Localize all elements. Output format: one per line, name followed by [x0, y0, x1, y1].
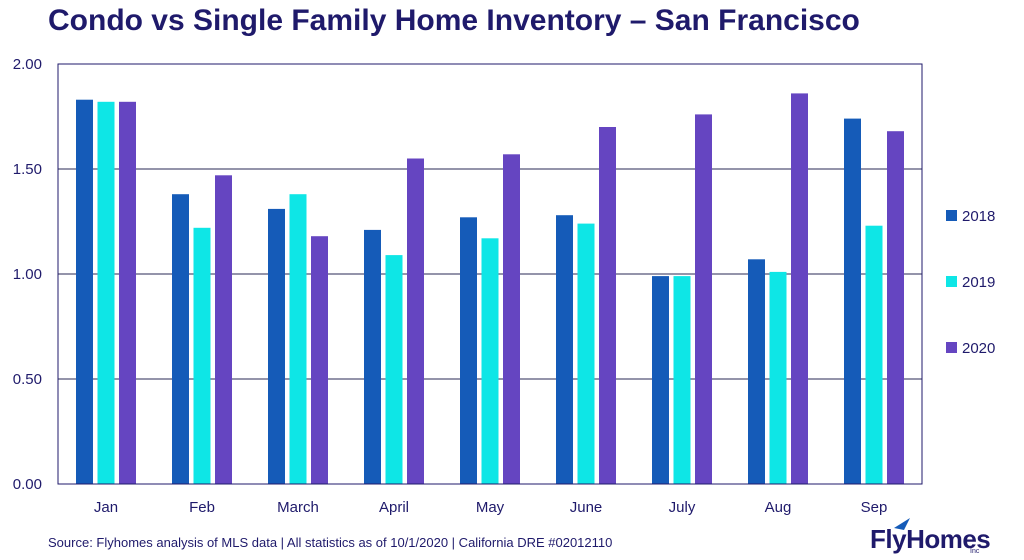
- bar-2018-May: [460, 217, 477, 485]
- legend-swatch-2019: [946, 276, 957, 287]
- bar-2019-Sep: [865, 225, 883, 484]
- bar-2018-Sep: [844, 118, 861, 484]
- bar-2019-Jan: [97, 101, 115, 485]
- bar-2020-Aug: [791, 93, 808, 485]
- bar-2018-Feb: [172, 194, 189, 484]
- bar-2019-April: [385, 255, 403, 484]
- bar-2019-March: [289, 194, 307, 484]
- legend-label-2018: 2018: [962, 208, 995, 225]
- flyhomes-logo: FlyHomes Inc: [870, 518, 1000, 556]
- x-tick-label: Jan: [94, 499, 118, 516]
- x-tick-label: March: [277, 499, 319, 516]
- plot-frame: [57, 63, 923, 485]
- legend: 2018 2019 2020: [946, 208, 995, 357]
- bar-2018-June: [556, 215, 573, 484]
- source-note: Source: Flyhomes analysis of MLS data | …: [48, 535, 613, 550]
- bars: [76, 93, 904, 485]
- logo-text: FlyHomes: [870, 524, 991, 554]
- bar-2019-Aug: [769, 271, 787, 484]
- y-axis-ticks: 0.00 0.50 1.00 1.50 2.00: [13, 56, 42, 493]
- y-tick-label: 1.50: [13, 161, 42, 178]
- x-tick-label: July: [669, 499, 696, 516]
- bar-chart: 0.00 0.50 1.00 1.50 2.00 Jan Feb March April May…: [13, 56, 996, 516]
- bar-2020-June: [599, 127, 616, 484]
- logo-sub: Inc: [970, 548, 980, 555]
- bar-2020-March: [311, 236, 328, 484]
- x-tick-label: Feb: [189, 499, 215, 516]
- bar-2018-Jan: [76, 99, 93, 484]
- chart-title: Condo vs Single Family Home Inventory – …: [48, 4, 860, 37]
- bar-2018-April: [364, 229, 381, 484]
- y-tick-label: 1.00: [13, 266, 42, 283]
- bar-2020-May: [503, 154, 520, 485]
- bar-2019-July: [673, 276, 691, 484]
- legend-swatch-2020: [946, 342, 957, 353]
- bar-2018-March: [268, 208, 285, 484]
- legend-swatch-2018: [946, 210, 957, 221]
- y-tick-label: 2.00: [13, 56, 42, 73]
- y-tick-label: 0.50: [13, 371, 42, 388]
- x-axis-ticks: Jan Feb March April May June July Aug Sep: [94, 499, 887, 516]
- x-tick-label: Aug: [765, 499, 792, 516]
- bar-2020-Feb: [215, 175, 232, 485]
- x-tick-label: Sep: [861, 499, 888, 516]
- bar-2019-June: [577, 223, 595, 484]
- x-tick-label: April: [379, 499, 409, 516]
- bar-2020-Jan: [119, 101, 136, 485]
- bar-2018-July: [652, 276, 669, 484]
- bar-2019-Feb: [193, 227, 211, 485]
- x-tick-label: May: [476, 499, 505, 516]
- bar-2020-Sep: [887, 131, 904, 484]
- legend-label-2020: 2020: [962, 340, 995, 357]
- bar-2019-May: [481, 238, 499, 484]
- legend-label-2019: 2019: [962, 274, 995, 291]
- y-tick-label: 0.00: [13, 476, 42, 493]
- logo-wing-icon: [894, 518, 910, 530]
- bar-2018-Aug: [748, 259, 765, 484]
- bar-2020-July: [695, 114, 712, 485]
- bar-2020-April: [407, 158, 424, 484]
- x-tick-label: June: [570, 499, 603, 516]
